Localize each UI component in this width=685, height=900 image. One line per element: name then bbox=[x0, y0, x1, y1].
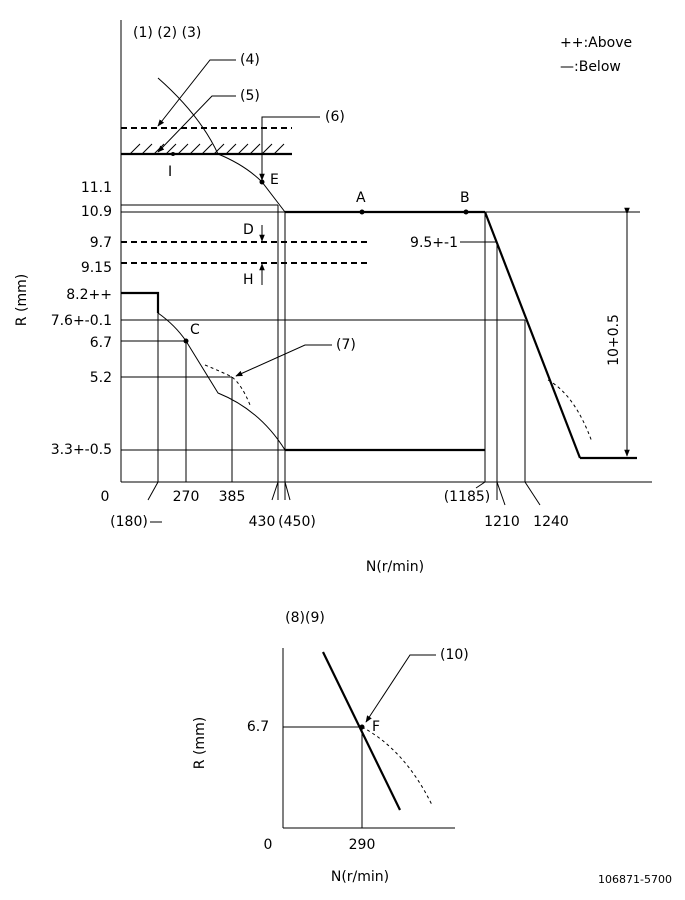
x-label: 270 bbox=[173, 489, 200, 505]
point-label: E bbox=[270, 172, 279, 188]
point-label: A bbox=[356, 190, 366, 206]
x-axis-label: N(r/min) bbox=[366, 559, 424, 575]
header: (8)(9) bbox=[285, 610, 325, 626]
x-label: 0 bbox=[101, 489, 110, 505]
footer: 106871-5700 bbox=[598, 873, 672, 886]
x-label: 385 bbox=[219, 489, 246, 505]
sub-drawing bbox=[282, 648, 455, 829]
y-label: 7.6+-0.1 bbox=[51, 313, 112, 329]
x-label: (1185) bbox=[444, 489, 491, 505]
callout: (10) bbox=[440, 647, 469, 663]
x-label: 0 bbox=[264, 837, 273, 853]
x-label: 290 bbox=[349, 837, 376, 853]
right-label: 10+0.5 bbox=[606, 314, 622, 366]
header: (1) (2) (3) bbox=[133, 25, 201, 41]
x-axis-label: N(r/min) bbox=[331, 869, 389, 885]
y-label: 6.7 bbox=[247, 719, 269, 735]
y-label: 8.2++ bbox=[66, 287, 112, 303]
point-label: D bbox=[243, 222, 254, 238]
y-axis-label: R (mm) bbox=[14, 274, 30, 326]
y-label: 5.2 bbox=[90, 370, 112, 386]
x-label: 1240 bbox=[533, 514, 569, 530]
point-label: C bbox=[190, 322, 200, 338]
y-axis-label: R (mm) bbox=[192, 717, 208, 769]
right-label: 9.5+-1 bbox=[410, 235, 458, 251]
callout: (6) bbox=[325, 109, 345, 125]
x-label: 1210 bbox=[484, 514, 520, 530]
point-label: F bbox=[372, 719, 380, 735]
x-label: (450) bbox=[278, 514, 316, 530]
callout: (4) bbox=[240, 52, 260, 68]
x-label: (180) bbox=[110, 514, 148, 530]
y-label: 6.7 bbox=[90, 335, 112, 351]
y-label: 9.7 bbox=[90, 235, 112, 251]
point-label: H bbox=[243, 272, 254, 288]
labels: (1) (2) (3) ++:Above —:Below (4) (5) (6) (7) I E… bbox=[14, 25, 672, 886]
point-label: I bbox=[168, 164, 172, 180]
callout: (5) bbox=[240, 88, 260, 104]
y-label: 3.3+-0.5 bbox=[51, 442, 112, 458]
legend-entry: ++:Above bbox=[560, 35, 632, 51]
main-drawing bbox=[120, 20, 652, 523]
legend-entry: —:Below bbox=[560, 59, 621, 75]
callout: (7) bbox=[336, 337, 356, 353]
y-label: 11.1 bbox=[81, 180, 112, 196]
y-label: 9.15 bbox=[81, 260, 112, 276]
y-label: 10.9 bbox=[81, 204, 112, 220]
point-label: B bbox=[460, 190, 470, 206]
x-label: 430 bbox=[249, 514, 276, 530]
